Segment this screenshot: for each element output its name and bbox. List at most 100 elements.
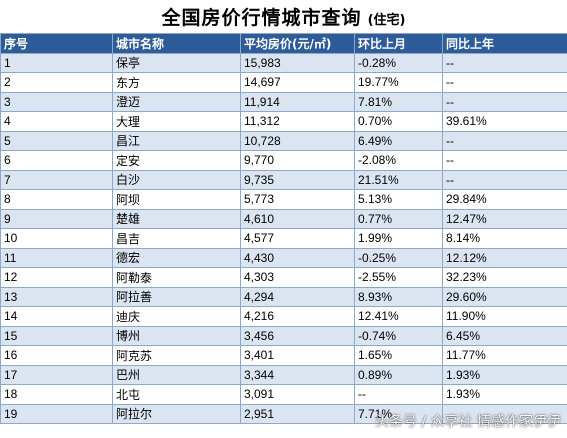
cell-index[interactable]: 3 [0,91,113,112]
cell-yoy[interactable]: -- [442,150,567,171]
cell-avg-price[interactable]: 5,773 [240,189,355,210]
cell-city[interactable]: 阿坝 [112,189,241,210]
cell-mom[interactable]: 7.71% [354,403,443,424]
cell-index[interactable]: 5 [0,130,113,151]
cell-yoy[interactable]: 11.77% [442,345,567,366]
cell-yoy[interactable]: 8.14% [442,228,567,249]
cell-avg-price[interactable]: 9,735 [240,169,355,190]
cell-city[interactable]: 阿拉善 [112,286,241,307]
cell-mom[interactable]: 21.51% [354,169,443,190]
cell-yoy[interactable]: -- [442,72,567,93]
cell-yoy[interactable]: -- [442,91,567,112]
cell-mom[interactable]: 1.99% [354,228,443,249]
cell-index[interactable]: 18 [0,384,113,405]
cell-index[interactable]: 19 [0,403,113,424]
cell-mom[interactable]: 0.77% [354,208,443,229]
cell-mom[interactable]: -0.25% [354,247,443,268]
cell-mom[interactable]: 5.13% [354,189,443,210]
cell-yoy[interactable]: 1.93% [442,364,567,385]
cell-avg-price[interactable]: 14,697 [240,72,355,93]
cell-avg-price[interactable]: 4,430 [240,247,355,268]
cell-yoy[interactable]: 1.93% [442,384,567,405]
cell-city[interactable]: 定安 [112,150,241,171]
cell-index[interactable]: 7 [0,169,113,190]
cell-index[interactable]: 9 [0,208,113,229]
cell-city[interactable]: 保亭 [112,52,241,73]
cell-city[interactable]: 大理 [112,111,241,132]
cell-mom[interactable]: 0.70% [354,111,443,132]
cell-yoy[interactable]: -- [442,130,567,151]
cell-mom[interactable]: -0.28% [354,52,443,73]
cell-avg-price[interactable]: 11,312 [240,111,355,132]
cell-index[interactable]: 2 [0,72,113,93]
cell-index[interactable]: 11 [0,247,113,268]
cell-city[interactable]: 阿拉尔 [112,403,241,424]
cell-mom[interactable]: 19.77% [354,72,443,93]
cell-avg-price[interactable]: 3,091 [240,384,355,405]
cell-avg-price[interactable]: 3,344 [240,364,355,385]
cell-mom[interactable]: 12.41% [354,306,443,327]
cell-index[interactable]: 17 [0,364,113,385]
cell-city[interactable]: 迪庆 [112,306,241,327]
cell-avg-price[interactable]: 3,401 [240,345,355,366]
cell-avg-price[interactable]: 15,983 [240,52,355,73]
cell-mom[interactable]: 8.93% [354,286,443,307]
cell-yoy[interactable]: 12.12% [442,247,567,268]
cell-city[interactable]: 巴州 [112,364,241,385]
cell-index[interactable]: 4 [0,111,113,132]
cell-city[interactable]: 东方 [112,72,241,93]
header-city[interactable]: 城市名称 [112,33,241,54]
cell-yoy[interactable]: 32.23% [442,267,567,288]
header-avg-price[interactable]: 平均房价(元/㎡) [240,33,355,54]
cell-avg-price[interactable]: 4,294 [240,286,355,307]
cell-mom[interactable]: -2.55% [354,267,443,288]
cell-yoy[interactable]: 11.90% [442,306,567,327]
cell-avg-price[interactable]: 9,770 [240,150,355,171]
cell-index[interactable]: 12 [0,267,113,288]
cell-city[interactable]: 博州 [112,325,241,346]
cell-index[interactable]: 10 [0,228,113,249]
cell-index[interactable]: 15 [0,325,113,346]
header-mom[interactable]: 环比上月 [354,33,443,54]
cell-yoy[interactable]: 6.45% [442,325,567,346]
cell-avg-price[interactable]: 4,303 [240,267,355,288]
cell-city[interactable]: 阿勒泰 [112,267,241,288]
cell-mom[interactable]: -2.08% [354,150,443,171]
cell-yoy[interactable] [442,403,567,424]
cell-city[interactable]: 楚雄 [112,208,241,229]
cell-index[interactable]: 6 [0,150,113,171]
cell-city[interactable]: 德宏 [112,247,241,268]
cell-city[interactable]: 澄迈 [112,91,241,112]
header-index[interactable]: 序号 [0,33,113,54]
cell-mom[interactable]: 6.49% [354,130,443,151]
cell-avg-price[interactable]: 3,456 [240,325,355,346]
cell-yoy[interactable]: 12.47% [442,208,567,229]
cell-mom[interactable]: 7.81% [354,91,443,112]
cell-city[interactable]: 北屯 [112,384,241,405]
cell-mom[interactable]: -0.74% [354,325,443,346]
cell-index[interactable]: 14 [0,306,113,327]
cell-yoy[interactable]: -- [442,52,567,73]
cell-index[interactable]: 1 [0,52,113,73]
cell-index[interactable]: 13 [0,286,113,307]
cell-avg-price[interactable]: 4,216 [240,306,355,327]
cell-avg-price[interactable]: 4,577 [240,228,355,249]
cell-city[interactable]: 昌吉 [112,228,241,249]
cell-avg-price[interactable]: 2,951 [240,403,355,424]
header-yoy[interactable]: 同比上年 [442,33,567,54]
cell-yoy[interactable]: -- [442,169,567,190]
cell-yoy[interactable]: 29.84% [442,189,567,210]
cell-city[interactable]: 白沙 [112,169,241,190]
cell-index[interactable]: 8 [0,189,113,210]
cell-yoy[interactable]: 29.60% [442,286,567,307]
cell-mom[interactable]: -- [354,384,443,405]
cell-avg-price[interactable]: 10,728 [240,130,355,151]
cell-index[interactable]: 16 [0,345,113,366]
cell-avg-price[interactable]: 11,914 [240,91,355,112]
cell-yoy[interactable]: 39.61% [442,111,567,132]
cell-city[interactable]: 阿克苏 [112,345,241,366]
cell-avg-price[interactable]: 4,610 [240,208,355,229]
cell-mom[interactable]: 0.89% [354,364,443,385]
cell-city[interactable]: 昌江 [112,130,241,151]
cell-mom[interactable]: 1.65% [354,345,443,366]
